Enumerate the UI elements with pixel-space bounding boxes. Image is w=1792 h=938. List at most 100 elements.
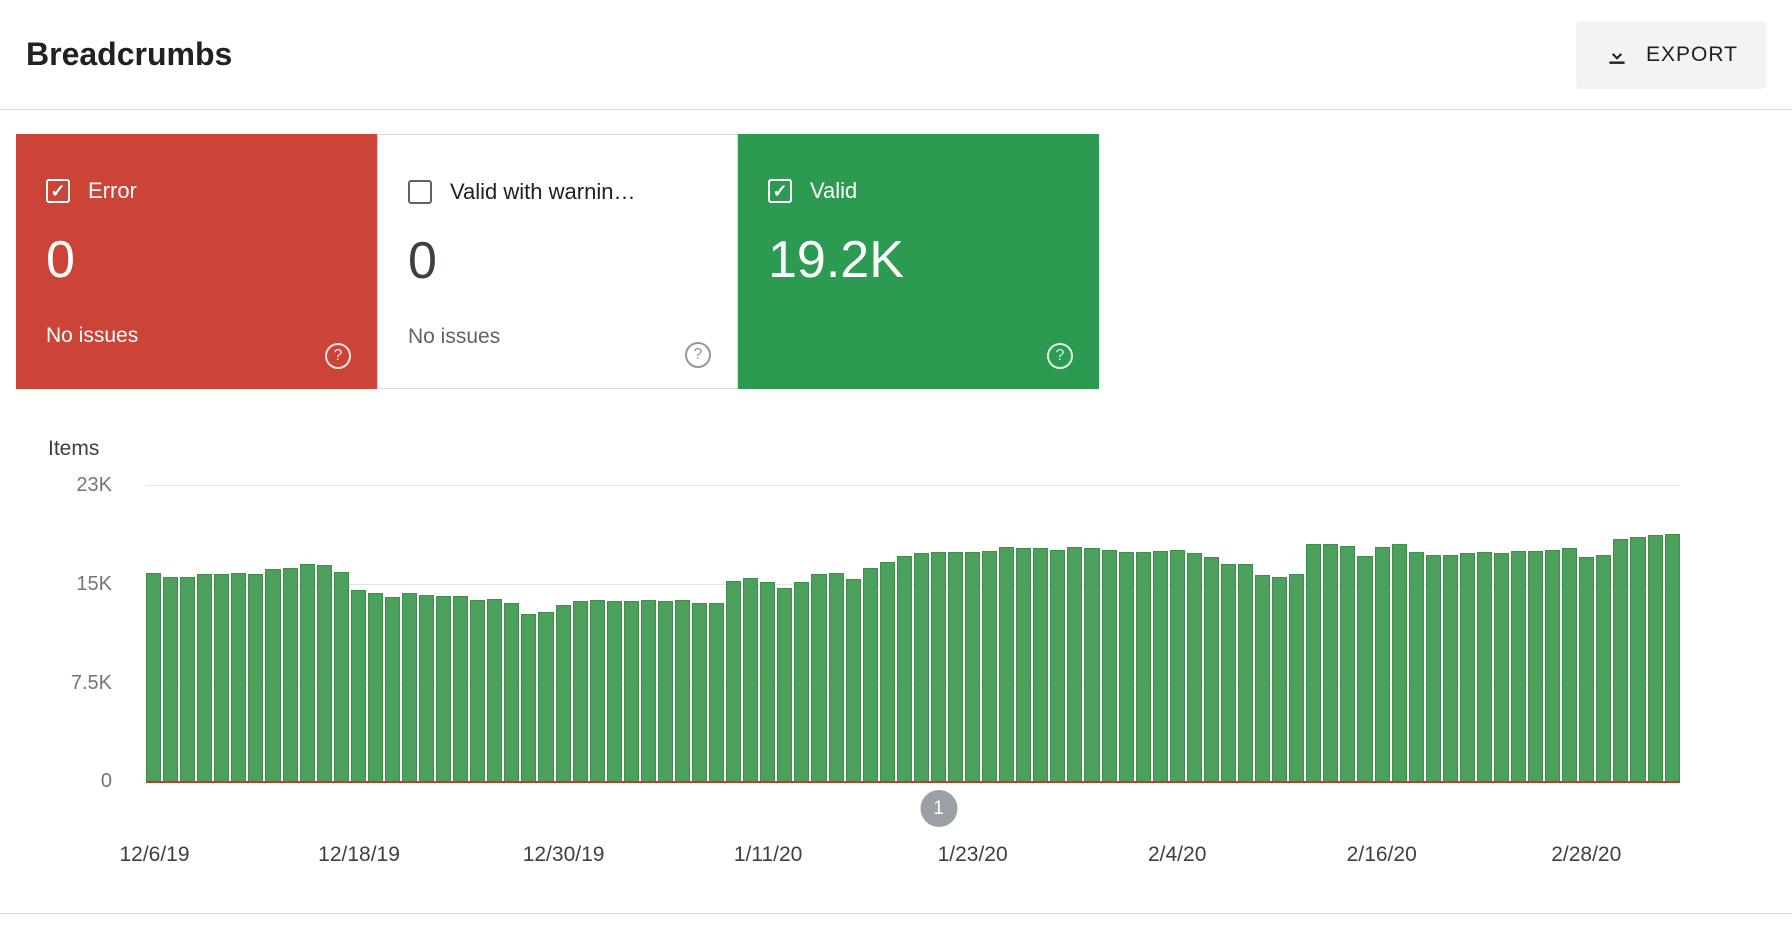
bar[interactable] (231, 572, 247, 782)
bar[interactable] (197, 574, 213, 782)
bar[interactable] (760, 581, 776, 782)
bar[interactable] (1255, 575, 1271, 782)
bar[interactable] (316, 565, 332, 782)
valid-with-warnings-card[interactable]: Valid with warnin… 0 No issues (377, 134, 738, 389)
bar[interactable] (419, 594, 435, 782)
bar[interactable] (1374, 546, 1390, 782)
bar[interactable] (1528, 550, 1544, 782)
bar[interactable] (1459, 553, 1475, 782)
bar[interactable] (777, 588, 793, 782)
bar[interactable] (1033, 548, 1049, 782)
bar[interactable] (1203, 557, 1219, 782)
bar[interactable] (1323, 544, 1339, 782)
bar[interactable] (1357, 556, 1373, 782)
bar[interactable] (163, 576, 179, 782)
bar[interactable] (794, 581, 810, 782)
bar[interactable] (1425, 554, 1441, 782)
bar[interactable] (1596, 554, 1612, 782)
bar[interactable] (845, 579, 861, 782)
bar[interactable] (1340, 545, 1356, 782)
bar[interactable] (1630, 536, 1646, 782)
checkbox-checked-icon[interactable] (46, 179, 70, 203)
error-card[interactable]: Error 0 No issues (16, 134, 377, 389)
bar[interactable] (1272, 576, 1288, 782)
bar[interactable] (504, 602, 520, 782)
bar[interactable] (1238, 563, 1254, 782)
export-button[interactable]: EXPORT (1576, 20, 1766, 89)
bar[interactable] (896, 556, 912, 782)
bar[interactable] (1118, 552, 1134, 782)
bar[interactable] (709, 602, 725, 782)
bar[interactable] (1545, 549, 1561, 782)
bar[interactable] (1562, 548, 1578, 782)
bar[interactable] (1101, 549, 1117, 782)
bar[interactable] (606, 601, 622, 782)
valid-card[interactable]: Valid 19.2K (738, 134, 1099, 389)
bar[interactable] (282, 567, 298, 782)
bar[interactable] (214, 574, 230, 782)
bar[interactable] (1664, 534, 1680, 782)
bar[interactable] (623, 601, 639, 782)
bar[interactable] (555, 605, 571, 782)
bar[interactable] (453, 596, 469, 782)
bar[interactable] (589, 599, 605, 782)
bar[interactable] (146, 572, 162, 782)
bar[interactable] (1220, 563, 1236, 782)
bar[interactable] (657, 601, 673, 782)
bar[interactable] (350, 589, 366, 782)
bar[interactable] (1476, 552, 1492, 782)
bar[interactable] (1493, 553, 1509, 782)
bar[interactable] (862, 567, 878, 782)
help-icon[interactable] (325, 343, 351, 369)
help-icon[interactable] (685, 342, 711, 368)
bar[interactable] (248, 574, 264, 782)
bar[interactable] (692, 602, 708, 782)
bar[interactable] (333, 571, 349, 782)
bar[interactable] (1579, 557, 1595, 782)
checkbox-checked-icon[interactable] (768, 179, 792, 203)
bar[interactable] (640, 599, 656, 782)
bar[interactable] (982, 550, 998, 782)
bar[interactable] (1016, 548, 1032, 782)
bar[interactable] (521, 614, 537, 782)
bar[interactable] (1306, 544, 1322, 782)
bar[interactable] (180, 576, 196, 782)
bar[interactable] (726, 580, 742, 782)
bar[interactable] (1186, 553, 1202, 782)
bar[interactable] (1442, 554, 1458, 782)
bar[interactable] (384, 597, 400, 782)
bar[interactable] (999, 546, 1015, 782)
bar[interactable] (436, 596, 452, 782)
bar[interactable] (1169, 549, 1185, 782)
bar[interactable] (470, 599, 486, 782)
bar[interactable] (1613, 539, 1629, 782)
bar[interactable] (1408, 552, 1424, 782)
bar[interactable] (1084, 548, 1100, 782)
bar[interactable] (947, 552, 963, 782)
bar[interactable] (1289, 574, 1305, 782)
bar[interactable] (879, 562, 895, 782)
bar[interactable] (1050, 549, 1066, 782)
bar[interactable] (572, 601, 588, 782)
bar[interactable] (1511, 550, 1527, 782)
bar[interactable] (1067, 546, 1083, 782)
bar[interactable] (674, 599, 690, 782)
annotation-marker[interactable]: 1 (920, 790, 958, 827)
bar[interactable] (965, 552, 981, 782)
bar[interactable] (367, 593, 383, 782)
bar[interactable] (913, 553, 929, 782)
bar[interactable] (487, 598, 503, 782)
bar[interactable] (1391, 544, 1407, 782)
bar[interactable] (538, 611, 554, 782)
bar[interactable] (828, 572, 844, 782)
bar[interactable] (401, 593, 417, 782)
bar[interactable] (811, 574, 827, 782)
checkbox-unchecked-icon[interactable] (408, 180, 432, 204)
bar[interactable] (1152, 550, 1168, 782)
bar[interactable] (1647, 535, 1663, 782)
bar[interactable] (265, 568, 281, 782)
bar[interactable] (1135, 552, 1151, 782)
bar[interactable] (743, 577, 759, 782)
bar[interactable] (930, 552, 946, 782)
help-icon[interactable] (1047, 343, 1073, 369)
